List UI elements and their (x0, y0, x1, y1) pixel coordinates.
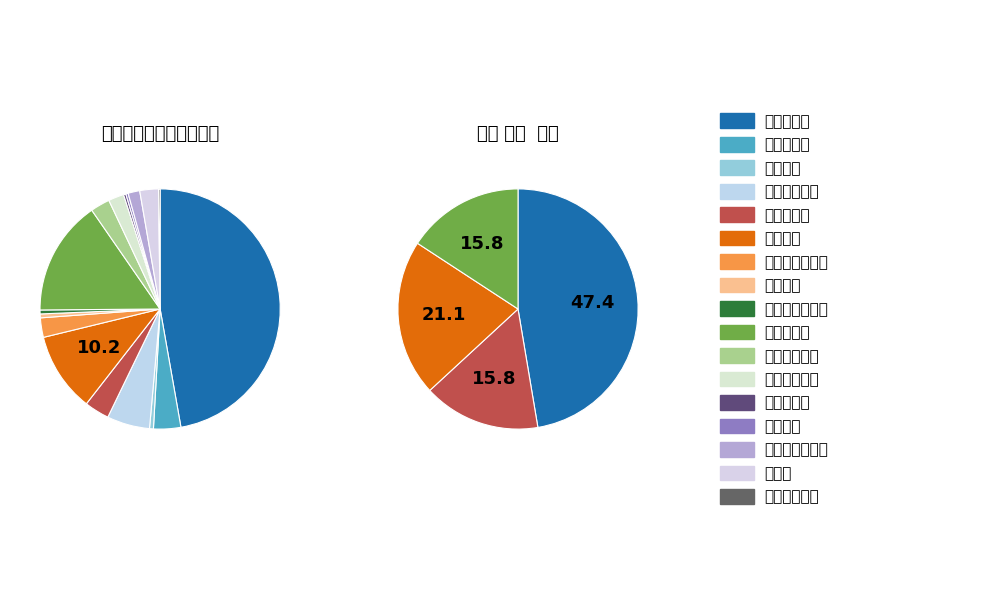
Wedge shape (124, 194, 160, 309)
Wedge shape (92, 200, 160, 309)
Wedge shape (108, 309, 160, 428)
Wedge shape (159, 189, 160, 309)
Title: パ・リーグ全プレイヤー: パ・リーグ全プレイヤー (101, 125, 219, 143)
Text: 15.8: 15.8 (472, 370, 516, 388)
Wedge shape (40, 309, 160, 314)
Wedge shape (126, 193, 160, 309)
Wedge shape (40, 210, 160, 310)
Wedge shape (518, 189, 638, 427)
Text: 10.2: 10.2 (77, 339, 122, 357)
Wedge shape (160, 189, 280, 427)
Wedge shape (430, 309, 538, 429)
Title: 細川 凌平  選手: 細川 凌平 選手 (477, 125, 559, 143)
Text: 47.4: 47.4 (570, 294, 614, 312)
Wedge shape (86, 309, 160, 417)
Wedge shape (417, 189, 518, 309)
Wedge shape (40, 309, 160, 318)
Text: 15.8: 15.8 (460, 235, 505, 253)
Wedge shape (140, 189, 160, 309)
Legend: ストレート, ツーシーム, シュート, カットボール, スプリット, フォーク, チェンジアップ, シンカー, 高速スライダー, スライダー, 縦スライダー, : ストレート, ツーシーム, シュート, カットボール, スプリット, フォーク,… (720, 113, 828, 505)
Wedge shape (43, 309, 160, 404)
Wedge shape (398, 243, 518, 391)
Text: 21.1: 21.1 (422, 306, 466, 324)
Wedge shape (153, 309, 181, 429)
Wedge shape (109, 194, 160, 309)
Wedge shape (128, 191, 160, 309)
Wedge shape (40, 309, 160, 337)
Wedge shape (149, 309, 160, 429)
